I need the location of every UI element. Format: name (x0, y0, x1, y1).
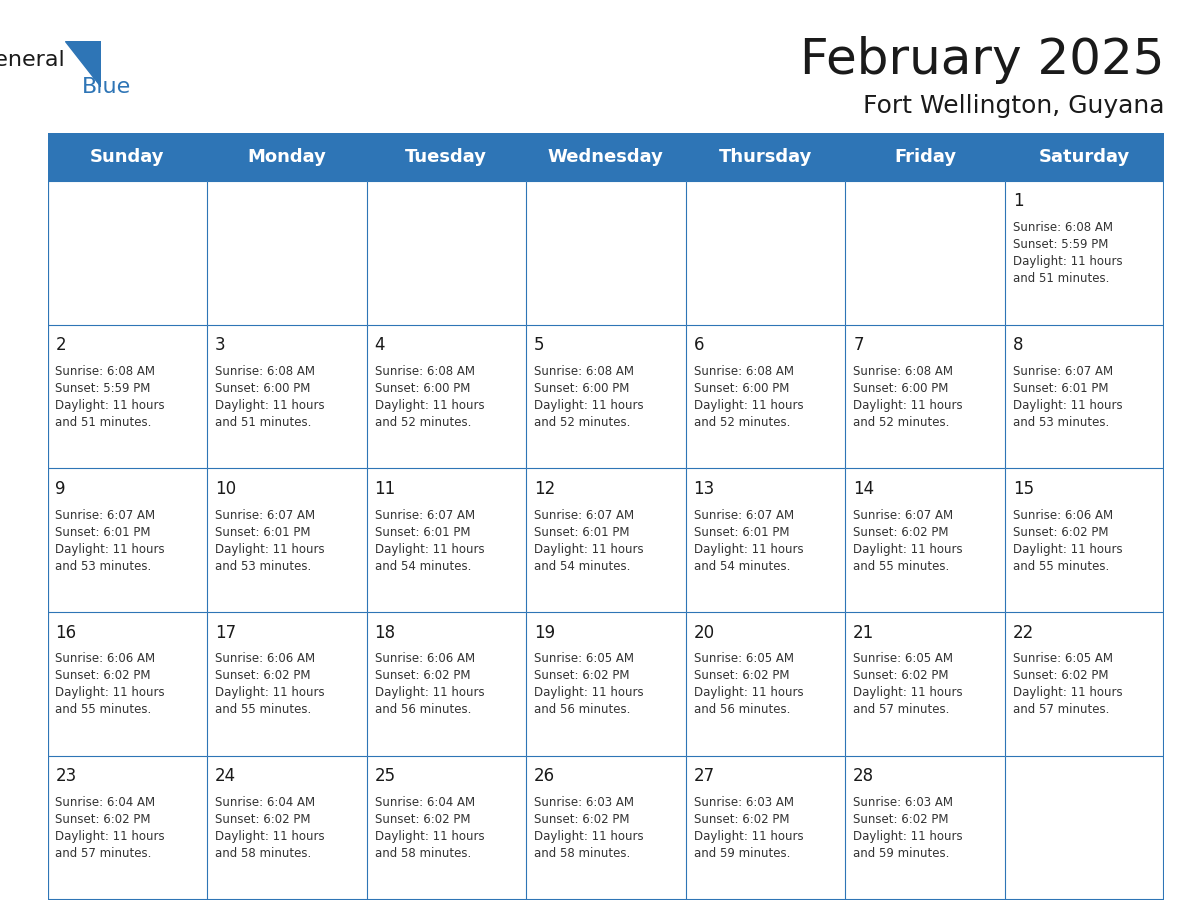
Text: Sunrise: 6:05 AM
Sunset: 6:02 PM
Daylight: 11 hours
and 56 minutes.: Sunrise: 6:05 AM Sunset: 6:02 PM Dayligh… (535, 653, 644, 716)
Text: Sunrise: 6:07 AM
Sunset: 6:01 PM
Daylight: 11 hours
and 53 minutes.: Sunrise: 6:07 AM Sunset: 6:01 PM Dayligh… (215, 509, 324, 573)
Text: 26: 26 (535, 767, 555, 786)
Text: 25: 25 (374, 767, 396, 786)
Text: 24: 24 (215, 767, 236, 786)
Text: 4: 4 (374, 336, 385, 354)
Text: 27: 27 (694, 767, 715, 786)
Text: Tuesday: Tuesday (405, 148, 487, 166)
Text: 19: 19 (535, 623, 555, 642)
Text: Friday: Friday (893, 148, 956, 166)
Text: Sunrise: 6:06 AM
Sunset: 6:02 PM
Daylight: 11 hours
and 55 minutes.: Sunrise: 6:06 AM Sunset: 6:02 PM Dayligh… (56, 653, 165, 716)
Text: Sunrise: 6:07 AM
Sunset: 6:01 PM
Daylight: 11 hours
and 54 minutes.: Sunrise: 6:07 AM Sunset: 6:01 PM Dayligh… (374, 509, 485, 573)
Text: Sunrise: 6:05 AM
Sunset: 6:02 PM
Daylight: 11 hours
and 57 minutes.: Sunrise: 6:05 AM Sunset: 6:02 PM Dayligh… (1012, 653, 1123, 716)
Text: Sunrise: 6:04 AM
Sunset: 6:02 PM
Daylight: 11 hours
and 57 minutes.: Sunrise: 6:04 AM Sunset: 6:02 PM Dayligh… (56, 796, 165, 860)
Text: Sunrise: 6:08 AM
Sunset: 6:00 PM
Daylight: 11 hours
and 52 minutes.: Sunrise: 6:08 AM Sunset: 6:00 PM Dayligh… (535, 364, 644, 429)
Text: Saturday: Saturday (1038, 148, 1130, 166)
Text: 7: 7 (853, 336, 864, 354)
Text: Sunrise: 6:06 AM
Sunset: 6:02 PM
Daylight: 11 hours
and 55 minutes.: Sunrise: 6:06 AM Sunset: 6:02 PM Dayligh… (215, 653, 324, 716)
Text: 18: 18 (374, 623, 396, 642)
Text: 8: 8 (1012, 336, 1023, 354)
Text: 5: 5 (535, 336, 544, 354)
Text: 3: 3 (215, 336, 226, 354)
Text: 10: 10 (215, 480, 236, 498)
Text: 21: 21 (853, 623, 874, 642)
Text: 1: 1 (1012, 193, 1023, 210)
Text: Sunday: Sunday (90, 148, 164, 166)
Text: 16: 16 (56, 623, 76, 642)
Text: 2: 2 (56, 336, 67, 354)
Text: 9: 9 (56, 480, 67, 498)
Text: 11: 11 (374, 480, 396, 498)
Text: Sunrise: 6:05 AM
Sunset: 6:02 PM
Daylight: 11 hours
and 56 minutes.: Sunrise: 6:05 AM Sunset: 6:02 PM Dayligh… (694, 653, 803, 716)
Text: Wednesday: Wednesday (548, 148, 664, 166)
Text: Sunrise: 6:08 AM
Sunset: 6:00 PM
Daylight: 11 hours
and 51 minutes.: Sunrise: 6:08 AM Sunset: 6:00 PM Dayligh… (215, 364, 324, 429)
Text: Sunrise: 6:07 AM
Sunset: 6:01 PM
Daylight: 11 hours
and 54 minutes.: Sunrise: 6:07 AM Sunset: 6:01 PM Dayligh… (535, 509, 644, 573)
Text: General: General (0, 50, 65, 70)
Text: Sunrise: 6:08 AM
Sunset: 6:00 PM
Daylight: 11 hours
and 52 minutes.: Sunrise: 6:08 AM Sunset: 6:00 PM Dayligh… (374, 364, 485, 429)
Text: Sunrise: 6:03 AM
Sunset: 6:02 PM
Daylight: 11 hours
and 58 minutes.: Sunrise: 6:03 AM Sunset: 6:02 PM Dayligh… (535, 796, 644, 860)
Text: Sunrise: 6:08 AM
Sunset: 5:59 PM
Daylight: 11 hours
and 51 minutes.: Sunrise: 6:08 AM Sunset: 5:59 PM Dayligh… (56, 364, 165, 429)
Text: 23: 23 (56, 767, 77, 786)
Text: Sunrise: 6:08 AM
Sunset: 6:00 PM
Daylight: 11 hours
and 52 minutes.: Sunrise: 6:08 AM Sunset: 6:00 PM Dayligh… (853, 364, 962, 429)
Text: Sunrise: 6:08 AM
Sunset: 5:59 PM
Daylight: 11 hours
and 51 minutes.: Sunrise: 6:08 AM Sunset: 5:59 PM Dayligh… (1012, 221, 1123, 285)
Text: 28: 28 (853, 767, 874, 786)
Text: 15: 15 (1012, 480, 1034, 498)
Text: Sunrise: 6:04 AM
Sunset: 6:02 PM
Daylight: 11 hours
and 58 minutes.: Sunrise: 6:04 AM Sunset: 6:02 PM Dayligh… (374, 796, 485, 860)
Text: Thursday: Thursday (719, 148, 813, 166)
Text: Fort Wellington, Guyana: Fort Wellington, Guyana (862, 94, 1164, 118)
Text: February 2025: February 2025 (800, 36, 1164, 84)
Text: Sunrise: 6:06 AM
Sunset: 6:02 PM
Daylight: 11 hours
and 56 minutes.: Sunrise: 6:06 AM Sunset: 6:02 PM Dayligh… (374, 653, 485, 716)
Text: Blue: Blue (82, 77, 131, 97)
Text: 6: 6 (694, 336, 704, 354)
Text: Sunrise: 6:03 AM
Sunset: 6:02 PM
Daylight: 11 hours
and 59 minutes.: Sunrise: 6:03 AM Sunset: 6:02 PM Dayligh… (853, 796, 962, 860)
Text: 17: 17 (215, 623, 236, 642)
Polygon shape (65, 41, 101, 87)
Text: Sunrise: 6:07 AM
Sunset: 6:01 PM
Daylight: 11 hours
and 53 minutes.: Sunrise: 6:07 AM Sunset: 6:01 PM Dayligh… (1012, 364, 1123, 429)
Text: Sunrise: 6:07 AM
Sunset: 6:02 PM
Daylight: 11 hours
and 55 minutes.: Sunrise: 6:07 AM Sunset: 6:02 PM Dayligh… (853, 509, 962, 573)
Text: Sunrise: 6:06 AM
Sunset: 6:02 PM
Daylight: 11 hours
and 55 minutes.: Sunrise: 6:06 AM Sunset: 6:02 PM Dayligh… (1012, 509, 1123, 573)
Text: 13: 13 (694, 480, 715, 498)
Text: 20: 20 (694, 623, 715, 642)
Text: 14: 14 (853, 480, 874, 498)
Text: Sunrise: 6:05 AM
Sunset: 6:02 PM
Daylight: 11 hours
and 57 minutes.: Sunrise: 6:05 AM Sunset: 6:02 PM Dayligh… (853, 653, 962, 716)
Text: 22: 22 (1012, 623, 1034, 642)
Text: Sunrise: 6:04 AM
Sunset: 6:02 PM
Daylight: 11 hours
and 58 minutes.: Sunrise: 6:04 AM Sunset: 6:02 PM Dayligh… (215, 796, 324, 860)
Text: Sunrise: 6:08 AM
Sunset: 6:00 PM
Daylight: 11 hours
and 52 minutes.: Sunrise: 6:08 AM Sunset: 6:00 PM Dayligh… (694, 364, 803, 429)
Text: Monday: Monday (247, 148, 327, 166)
Text: Sunrise: 6:03 AM
Sunset: 6:02 PM
Daylight: 11 hours
and 59 minutes.: Sunrise: 6:03 AM Sunset: 6:02 PM Dayligh… (694, 796, 803, 860)
Text: 12: 12 (535, 480, 555, 498)
Text: Sunrise: 6:07 AM
Sunset: 6:01 PM
Daylight: 11 hours
and 53 minutes.: Sunrise: 6:07 AM Sunset: 6:01 PM Dayligh… (56, 509, 165, 573)
Text: Sunrise: 6:07 AM
Sunset: 6:01 PM
Daylight: 11 hours
and 54 minutes.: Sunrise: 6:07 AM Sunset: 6:01 PM Dayligh… (694, 509, 803, 573)
